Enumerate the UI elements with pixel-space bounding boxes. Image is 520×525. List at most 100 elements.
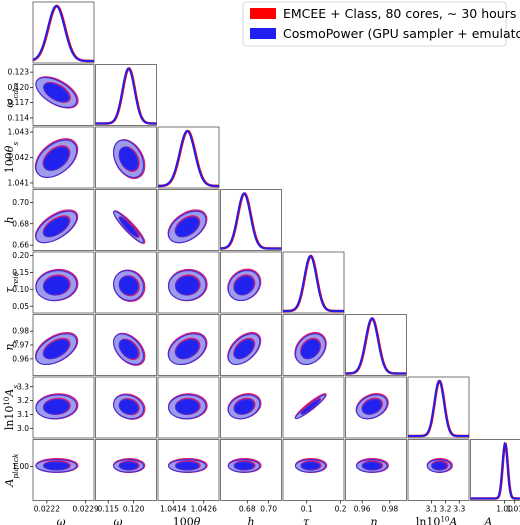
ytick-label-theta_s: 1.041	[8, 179, 30, 188]
contour-group	[35, 458, 79, 474]
legend: EMCEE + Class, 80 cores, ∼ 30 hours Cosmo…	[242, 1, 520, 47]
contour-68-cosmopower	[233, 461, 255, 471]
panel-tau_reio-theta_s	[157, 251, 220, 314]
xtick-label-theta_s: 1.0414	[160, 505, 186, 514]
axis-label-omega_cdm-y: ωcdm	[3, 82, 20, 107]
contour-group	[426, 458, 453, 474]
axis-label-tau_reio-y: τreio	[3, 272, 20, 294]
marginal-curve-cosmopower	[408, 379, 469, 437]
xtick-label-tau_reio: 0.2	[335, 505, 347, 514]
ytick-label-n_s: 0.96	[12, 354, 29, 363]
axis-label-theta_s-x: 100θs	[173, 516, 205, 525]
axis-label-A_planck-y: Aplanck	[3, 453, 20, 488]
xtick-label-A_planck: 1.01	[506, 505, 520, 514]
panel-frame	[407, 376, 470, 439]
contour-group	[294, 393, 327, 420]
legend-swatch-cosmopower	[250, 28, 276, 39]
panel-theta_s-omega_cdm	[95, 126, 157, 189]
contour-68-cosmopower	[43, 398, 70, 415]
panel-A_planck-omega_cdm: 0.115 0.120	[95, 439, 157, 514]
ytick-label-lnAs: 3.0	[17, 424, 29, 433]
panel-A_planck-n_s: 0.96 0.98	[345, 439, 407, 514]
axis-label-lnAs-x: ln1010As	[416, 516, 461, 525]
panel-h-h	[220, 189, 282, 251]
contour-68-cosmopower	[118, 146, 139, 171]
ytick-label-omega_cdm: 0.123	[8, 68, 30, 77]
panel-theta_s-theta_s	[157, 126, 220, 189]
xtick-label-omega_b: 0.0229	[73, 505, 99, 514]
xtick-label-omega_cdm: 0.120	[123, 505, 145, 514]
xtick-label-n_s: 0.98	[382, 505, 399, 514]
panel-n_s-tau_reio	[282, 314, 345, 376]
panel-h-omega_b: 0.70 0.68 0.66	[12, 189, 95, 251]
contour-group	[34, 332, 79, 366]
contour-68-cosmopower	[175, 339, 200, 360]
contour-68-cosmopower	[431, 461, 448, 471]
contour-68-cosmopower	[175, 216, 200, 238]
panel-tau_reio-tau_reio	[282, 251, 345, 314]
panel-frame	[220, 314, 282, 376]
panel-frame	[470, 439, 520, 501]
marginal-curve-cosmopower	[283, 254, 344, 312]
ytick-label-omega_cdm: 0.120	[8, 83, 30, 92]
contour-group	[112, 139, 146, 180]
contour-68-cosmopower	[43, 146, 70, 171]
ytick-label-n_s: 0.97	[12, 341, 29, 350]
axis-label-omega_cdm-x: ωcdm	[113, 516, 138, 525]
panel-A_planck-tau_reio: 0.1 0.2	[282, 439, 347, 514]
panel-h-theta_s	[157, 189, 220, 251]
xtick-label-lnAs: 3.2	[439, 505, 451, 514]
contour-group	[227, 458, 262, 474]
panel-tau_reio-omega_cdm	[95, 251, 157, 314]
panel-lnAs-lnAs	[407, 376, 470, 439]
panel-tau_reio-h	[220, 251, 282, 314]
xtick-label-tau_reio: 0.1	[301, 505, 313, 514]
contour-68-cosmopower	[233, 275, 255, 296]
xtick-label-A_planck: 1.00	[496, 505, 513, 514]
panel-lnAs-omega_cdm	[95, 376, 157, 439]
contour-68-cosmopower	[233, 398, 255, 415]
panel-lnAs-h	[220, 376, 282, 439]
xtick-label-omega_cdm: 0.115	[97, 505, 119, 514]
panel-n_s-omega_cdm	[95, 314, 157, 376]
panel-n_s-h	[220, 314, 282, 376]
panel-lnAs-n_s	[345, 376, 407, 439]
contour-68-cosmopower	[361, 461, 382, 471]
contour-68-cosmopower	[43, 461, 70, 471]
panel-omega_cdm-omega_b: 0.123 0.120 0.117 0.114	[8, 64, 95, 126]
xtick-label-lnAs: 3.3	[453, 505, 465, 514]
contour-68-cosmopower	[43, 82, 70, 103]
contour-group	[227, 268, 262, 302]
ytick-label-h: 0.66	[12, 241, 29, 250]
panel-A_planck-lnAs: 3.1 3.2 3.3	[407, 439, 470, 514]
contour-group	[113, 210, 146, 245]
xtick-label-lnAs: 3.1	[426, 505, 438, 514]
ytick-label-theta_s: 1.043	[8, 128, 30, 137]
contour-68-cosmopower	[118, 398, 139, 415]
contour-group	[355, 393, 389, 420]
contour-group	[35, 393, 79, 420]
contour-68-cosmopower	[300, 461, 321, 471]
contour-68-cosmopower	[175, 398, 200, 415]
contour-group	[34, 138, 79, 179]
legend-label-emcee: EMCEE + Class, 80 cores, ∼ 30 hours	[283, 6, 516, 21]
contour-group	[227, 331, 262, 365]
axis-label-lnAs-y: ln1010As	[3, 385, 20, 430]
contour-group	[35, 76, 79, 109]
panel-n_s-omega_b: 0.98 0.97 0.96	[12, 314, 95, 376]
axis-label-h-x: h	[247, 516, 254, 525]
panel-theta_s-omega_b: 1.043 1.042 1.041	[8, 126, 95, 189]
contour-group	[227, 393, 262, 420]
axis-label-theta_s-y: 100θs	[3, 142, 20, 174]
ytick-label-lnAs: 3.3	[17, 382, 29, 391]
panel-n_s-n_s	[345, 314, 407, 376]
xtick-label-h: 0.68	[239, 505, 256, 514]
marginal-curve-cosmopower	[157, 129, 219, 187]
panel-tau_reio-omega_b: 0.20 0.15 0.10 0.05	[12, 251, 95, 314]
contour-68-cosmopower	[118, 461, 139, 471]
axis-label-A_planck-x: Aplanck	[483, 516, 518, 525]
marginal-curve-cosmopower	[470, 441, 520, 500]
ytick-label-omega_cdm: 0.114	[8, 113, 30, 122]
panel-lnAs-theta_s	[157, 376, 220, 439]
